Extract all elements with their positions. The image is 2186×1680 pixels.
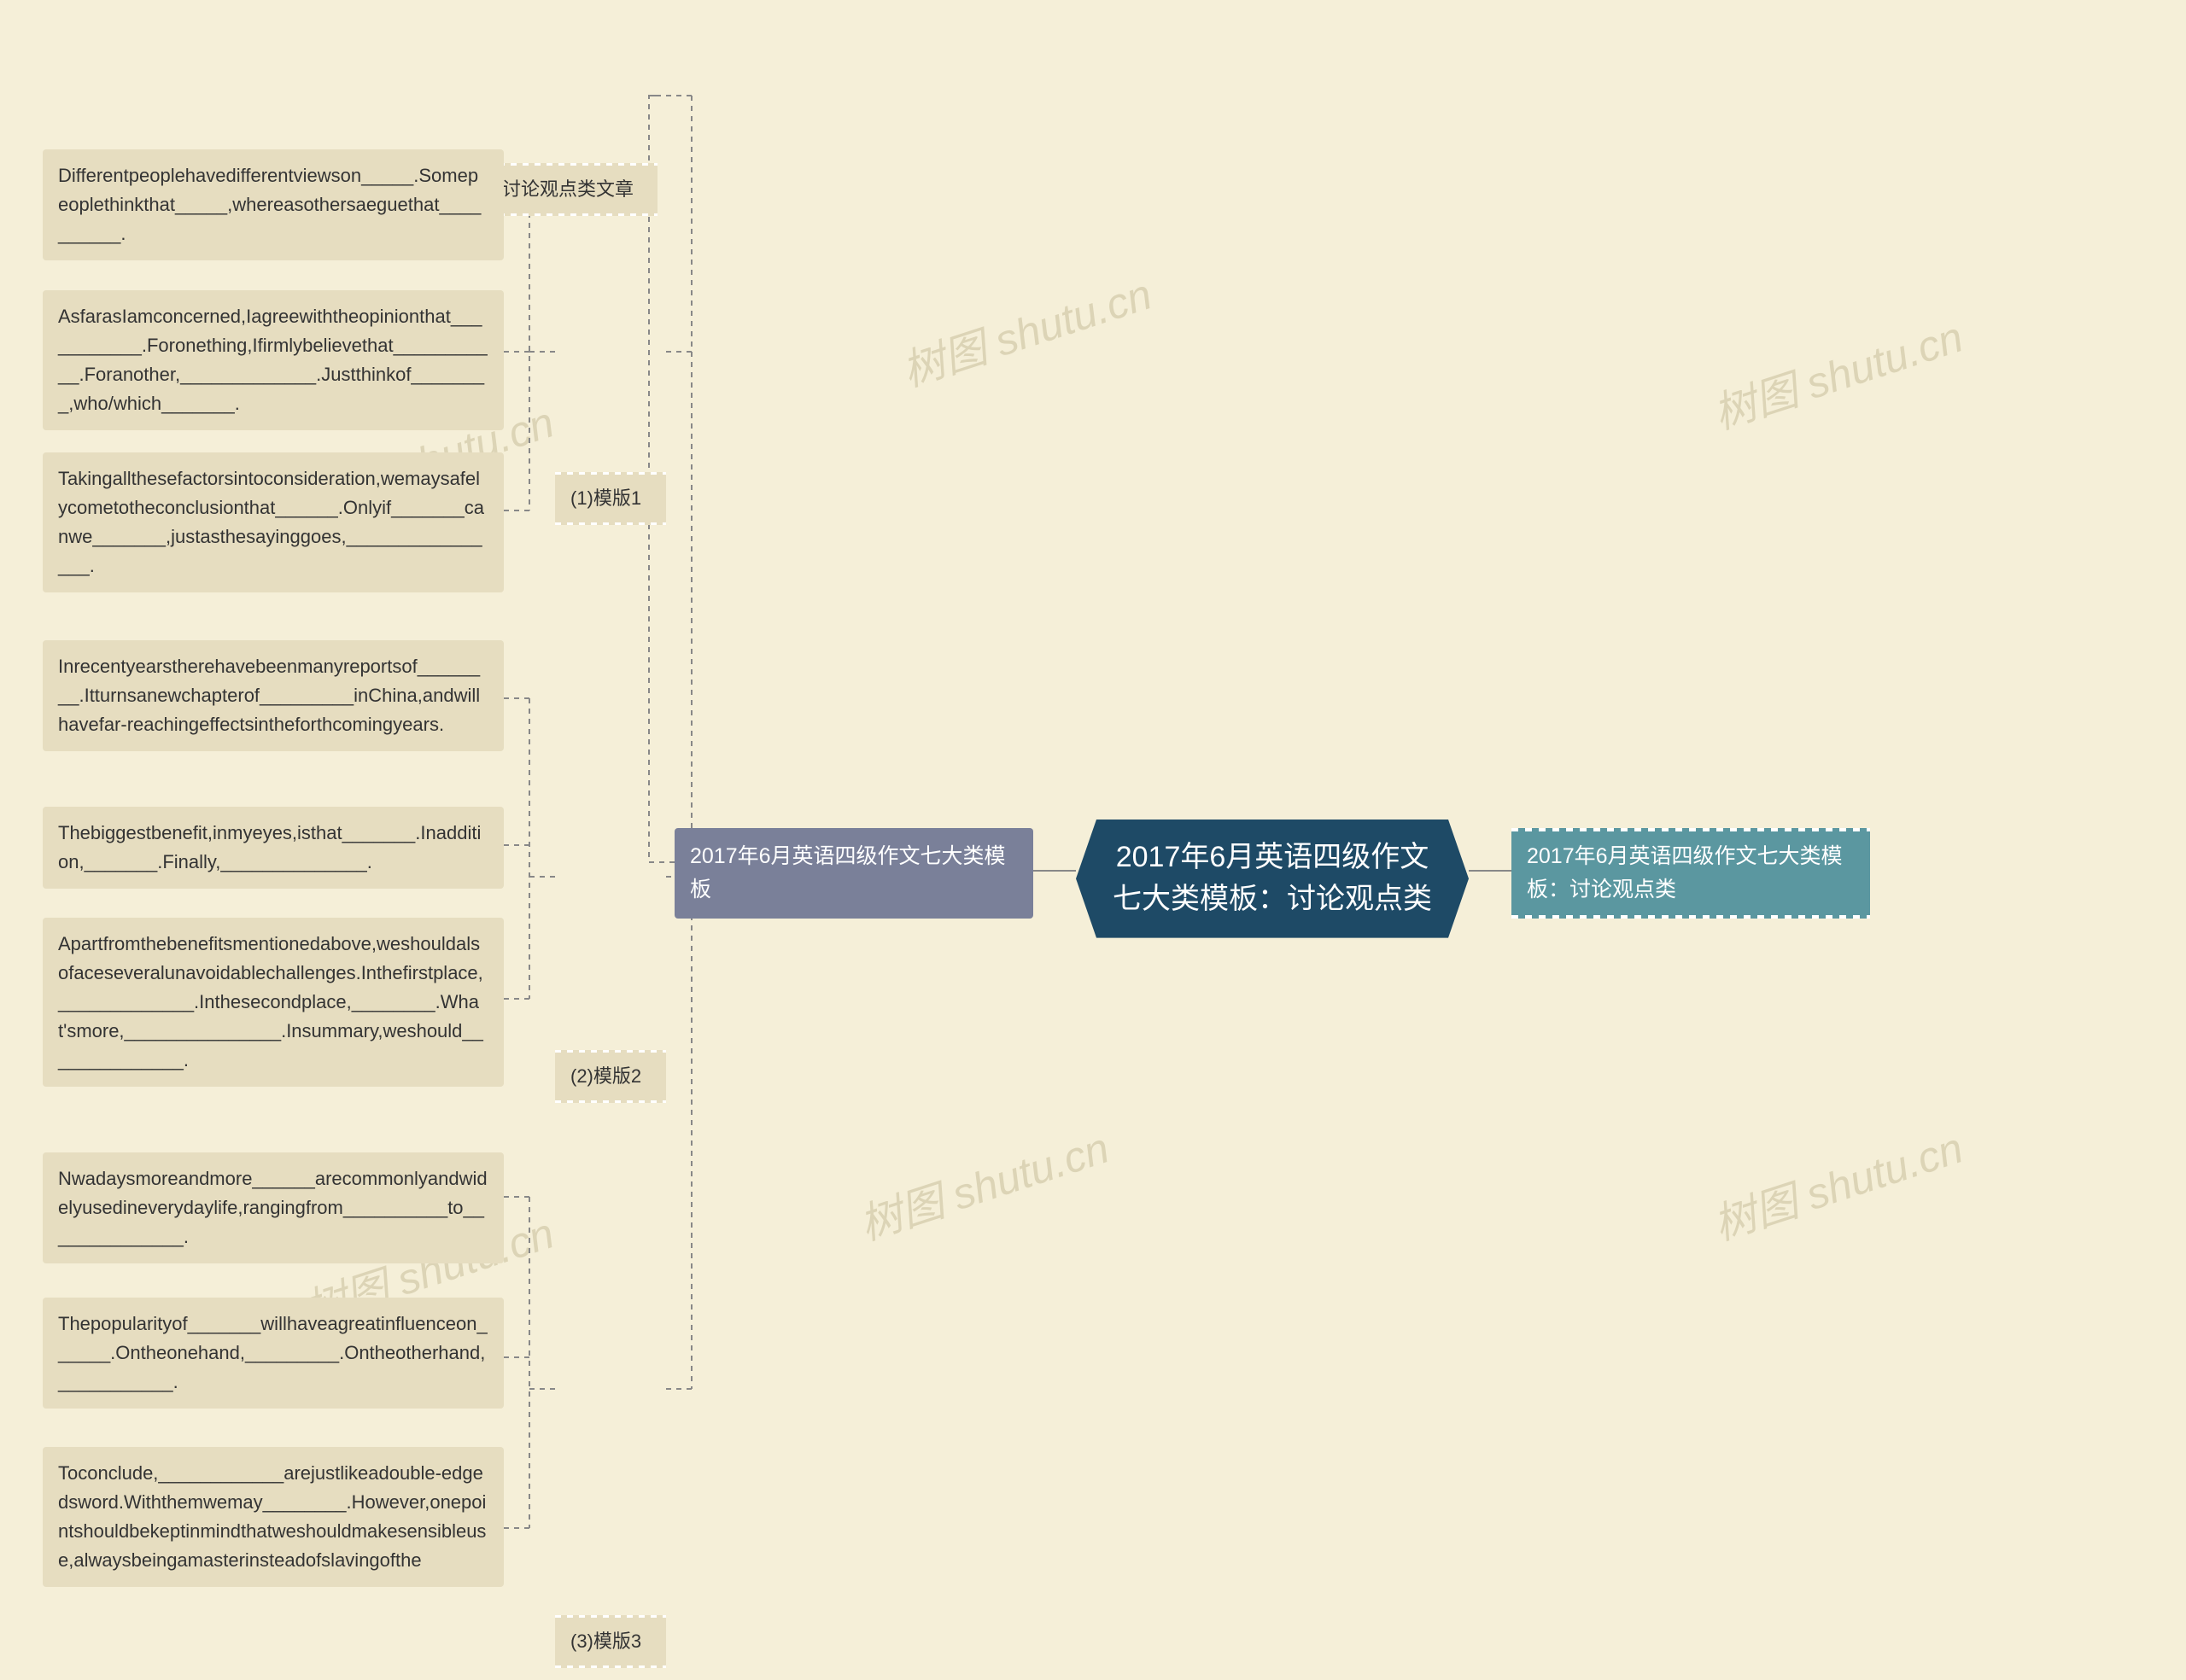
template3-p1: Nwadaysmoreandmore______arecommonlyandwi… <box>43 1152 504 1263</box>
watermark: 树图 shutu.cn <box>1704 1114 1969 1252</box>
template1-label: (1)模版1 <box>555 472 666 525</box>
template1-p3: Takingallthesefactorsintoconsideration,w… <box>43 452 504 592</box>
watermark: 树图 shutu.cn <box>893 260 1158 399</box>
category-node: 讨论观点类文章 <box>487 163 658 216</box>
root-line2: 七大类模板：讨论观点类 <box>1113 883 1432 915</box>
branch-right: 2017年6月英语四级作文七大类模 板：讨论观点类 <box>1511 828 1870 919</box>
template1-p1: Differentpeoplehavedifferentviewson_____… <box>43 149 504 260</box>
branch-right-line1: 2017年6月英语四级作文七大类模 <box>1527 844 1843 868</box>
template3-p3: Toconclude,____________arejustlikeadoubl… <box>43 1447 504 1587</box>
template2-p2: Thebiggestbenefit,inmyeyes,isthat_______… <box>43 807 504 889</box>
template3-p2: Thepopularityof_______willhaveagreatinfl… <box>43 1298 504 1409</box>
root-node: 2017年6月英语四级作文 七大类模板：讨论观点类 <box>1076 820 1469 938</box>
root-line1: 2017年6月英语四级作文 <box>1116 841 1429 873</box>
branch-left-line1: 2017年6月英语四级作文七大类模 <box>690 844 1006 868</box>
branch-left: 2017年6月英语四级作文七大类模 板 <box>675 828 1033 919</box>
template3-label: (3)模版3 <box>555 1615 666 1668</box>
watermark: 树图 shutu.cn <box>1704 303 1969 441</box>
branch-left-line2: 板 <box>690 878 711 901</box>
template2-p1: Inrecentyearstherehavebeenmanyreportsof_… <box>43 640 504 751</box>
branch-right-line2: 板：讨论观点类 <box>1527 878 1676 901</box>
template2-p3: Apartfromthebenefitsmentionedabove,wesho… <box>43 918 504 1087</box>
watermark: 树图 shutu.cn <box>850 1114 1115 1252</box>
template1-p2: AsfarasIamconcerned,Iagreewiththeopinion… <box>43 290 504 430</box>
template2-label: (2)模版2 <box>555 1050 666 1103</box>
